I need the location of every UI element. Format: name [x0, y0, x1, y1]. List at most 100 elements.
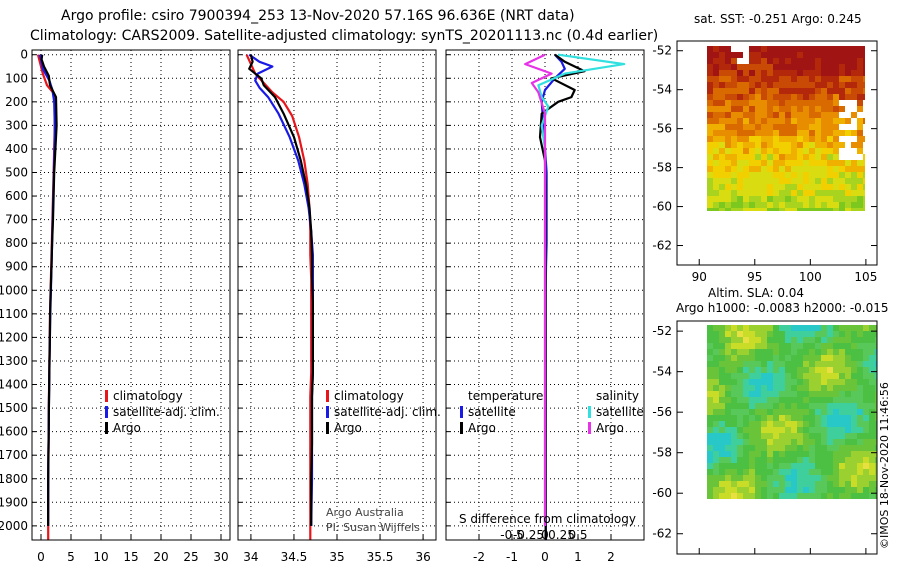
sla-cell: [803, 427, 809, 433]
sla-cell: [791, 445, 797, 451]
sst-cell: [827, 130, 833, 136]
sst-cell: [725, 76, 731, 82]
sla-cell: [719, 427, 725, 433]
sla-cell: [719, 331, 725, 337]
sla-cell: [875, 451, 877, 457]
sla-cell: [809, 349, 815, 355]
sla-cell: [719, 469, 725, 475]
depth-label-100: 100: [5, 71, 28, 85]
sla-cell: [707, 367, 713, 373]
sla-cell: [827, 397, 833, 403]
sst-cell: [737, 94, 743, 100]
sst-cell: [713, 184, 719, 190]
sla-cell: [809, 427, 815, 433]
sla-cell: [791, 409, 797, 415]
sla-cell: [809, 379, 815, 385]
sla-cell: [833, 373, 839, 379]
sla-cell: [749, 331, 755, 337]
sla-cell: [749, 463, 755, 469]
sst-cell: [833, 130, 839, 136]
sla-cell: [863, 325, 869, 331]
sst-cell: [857, 76, 863, 82]
sla-cell: [743, 337, 749, 343]
sst-cell: [719, 208, 725, 211]
sst-cell: [827, 64, 833, 70]
sst-cell: [833, 118, 839, 124]
sla-cell: [725, 439, 731, 445]
sst-cell: [785, 178, 791, 184]
sla-cell: [863, 409, 869, 415]
sst-cell: [767, 118, 773, 124]
sla-cell: [845, 397, 851, 403]
sla-cell: [797, 475, 803, 481]
sla-cell: [815, 493, 821, 499]
sst-cell: [749, 130, 755, 136]
sla-cell: [857, 433, 863, 439]
sla-cell: [713, 469, 719, 475]
sst-cell: [773, 64, 779, 70]
sla-cell: [749, 409, 755, 415]
sst-cell: [785, 124, 791, 130]
sst-cell: [761, 88, 767, 94]
sla-cell: [779, 469, 785, 475]
sla-cell: [713, 385, 719, 391]
sla-cell: [809, 487, 815, 493]
sla-cell: [827, 343, 833, 349]
sla-cell: [761, 361, 767, 367]
sst-cell: [767, 82, 773, 88]
diff-legend-swatch-temp-satellite: [460, 406, 463, 418]
temp-xlabel-20: 20: [153, 550, 168, 564]
sla-cell: [725, 343, 731, 349]
sla-cell: [761, 457, 767, 463]
sla-cell: [827, 445, 833, 451]
sst-cell: [803, 202, 809, 208]
sst-cell: [839, 130, 845, 136]
sst-cell: [851, 46, 857, 52]
sst-cell: [833, 76, 839, 82]
sla-cell: [869, 361, 875, 367]
sla-cell: [719, 433, 725, 439]
sla-cell: [845, 343, 851, 349]
temperature-frame: [31, 49, 231, 541]
sst-cell: [713, 154, 719, 160]
sst-cell: [773, 52, 779, 58]
sst-cell: [755, 208, 761, 211]
sla-cell: [845, 463, 851, 469]
sla-cell: [755, 433, 761, 439]
sla-cell: [845, 361, 851, 367]
sst-cell: [773, 136, 779, 142]
sla-cell: [839, 469, 845, 475]
sla-cell: [803, 469, 809, 475]
sla-cell: [839, 439, 845, 445]
sst-cell: [785, 190, 791, 196]
sla-cell: [851, 337, 857, 343]
sst-cell: [791, 100, 797, 106]
sla-cell: [713, 409, 719, 415]
sla-cell: [851, 481, 857, 487]
sla-cell: [797, 397, 803, 403]
sla-cell: [737, 421, 743, 427]
sst-cell: [713, 136, 719, 142]
sst-cell: [851, 82, 857, 88]
sst-cell: [797, 76, 803, 82]
sla-cell: [797, 367, 803, 373]
sla-cell: [737, 445, 743, 451]
sst-cell: [779, 136, 785, 142]
sla-cell: [743, 439, 749, 445]
sla-cell: [761, 415, 767, 421]
sst-cell: [839, 208, 845, 211]
sla-cell: [851, 379, 857, 385]
temp-series-climatology: [36, 54, 56, 540]
difference-salinity-labels: -0.5-0.250 0.250.5: [500, 528, 587, 542]
sst-cell: [821, 190, 827, 196]
sla-cell: [827, 487, 833, 493]
sst-cell: [851, 202, 857, 208]
sla-cell: [779, 385, 785, 391]
sst-cell: [773, 70, 779, 76]
sst-cell: [719, 196, 725, 202]
sla-cell: [731, 391, 737, 397]
sst-cell: [803, 76, 809, 82]
sla-cell: [779, 331, 785, 337]
sst-cell: [755, 166, 761, 172]
sla-cell: [797, 373, 803, 379]
